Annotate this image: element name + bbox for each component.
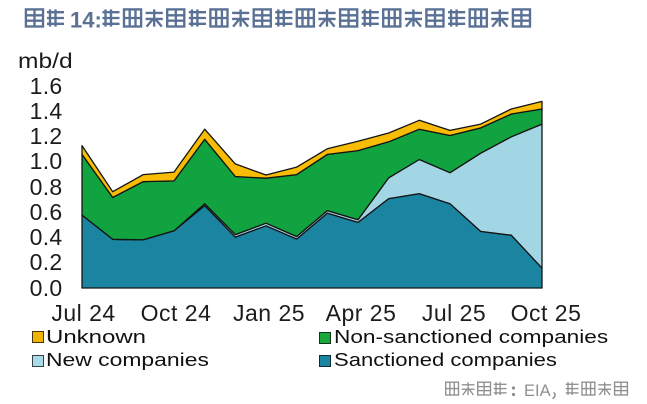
svg-text:EIA: EIA [524,382,551,400]
svg-text:14:: 14: [70,8,102,33]
